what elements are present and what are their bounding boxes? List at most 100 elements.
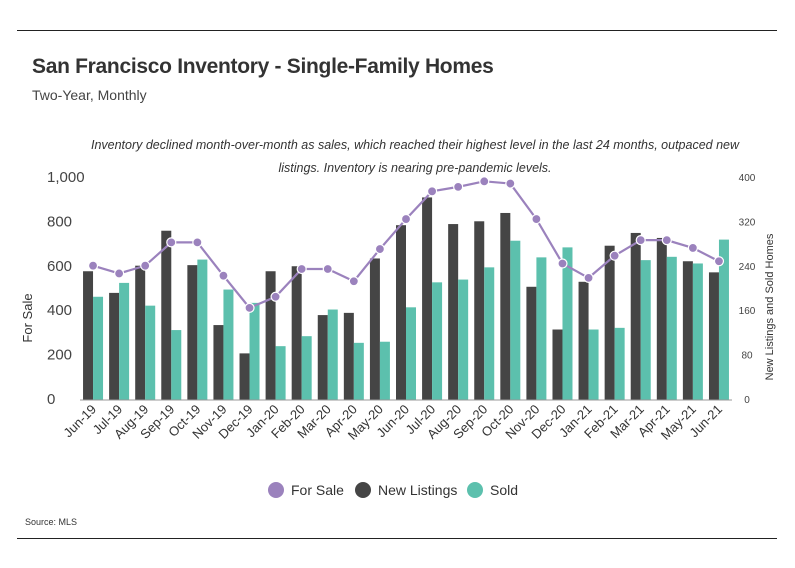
y-tick-label: 800 [47, 213, 72, 230]
new-listings-bar [83, 271, 94, 400]
sold-bar [93, 296, 104, 400]
chart-annotation: Inventory declined month-over-month as s… [90, 138, 740, 175]
legend-marker [355, 482, 371, 498]
for-sale-point [661, 235, 672, 246]
new-listings-bar [369, 258, 380, 400]
new-listings-bar [239, 353, 250, 400]
new-listings-bar [291, 266, 302, 400]
y-tick-label: 600 [47, 258, 72, 275]
for-sale-point [218, 270, 229, 281]
y2-axis-label: New Listings and Sold Homes [764, 233, 776, 380]
sold-bar [249, 302, 260, 400]
sold-bar [692, 263, 703, 400]
sold-bar [197, 259, 208, 400]
new-listings-bar [187, 265, 198, 400]
for-sale-point [296, 263, 307, 275]
sold-bar [458, 279, 469, 400]
y-tick-label: 1,000 [47, 169, 85, 186]
for-sale-point [140, 260, 151, 271]
sold-bar [666, 256, 677, 400]
y2-tick-label: 240 [739, 262, 756, 273]
for-sale-point [348, 276, 359, 287]
y2-tick-label: 80 [741, 351, 753, 362]
for-sale-point [322, 263, 333, 275]
legend: For Sale New Listings Sold [268, 482, 518, 498]
for-sale-line-path [92, 180, 720, 310]
new-listings-bar [422, 197, 433, 400]
for-sale-point [166, 237, 177, 248]
sold-bar [327, 309, 338, 400]
sold-bar [614, 327, 625, 400]
for-sale-point [192, 237, 203, 248]
for-sale-point [453, 181, 464, 192]
chart-subtitle: Two-Year, Monthly [32, 87, 147, 103]
bottom-rule [17, 538, 777, 539]
sold-bar [484, 267, 495, 400]
new-listings-bar [500, 212, 511, 400]
sold-bar [718, 239, 729, 400]
sold-bar [536, 257, 547, 400]
new-listings-bar [604, 245, 615, 400]
source-note: Source: MLS [25, 517, 78, 527]
for-sale-point [505, 178, 516, 189]
new-listings-bar [552, 329, 563, 400]
sold-bar [588, 329, 599, 400]
new-listings-bar [396, 225, 406, 400]
legend-label: For Sale [291, 482, 344, 498]
sold-bar [510, 240, 521, 400]
for-sale-point [400, 213, 412, 225]
sold-bar [379, 341, 390, 400]
y-tick-label: 400 [47, 302, 72, 319]
legend-marker [467, 482, 483, 498]
sold-bar [275, 346, 286, 400]
y2-tick-label: 320 [739, 217, 756, 228]
sold-bar [119, 282, 130, 400]
for-sale-point [609, 250, 620, 261]
new-listings-bar [109, 292, 120, 400]
new-listings-bar [578, 281, 589, 400]
for-sale-point [687, 242, 698, 254]
new-listings-bar [161, 230, 172, 400]
new-listings-bar [448, 224, 459, 400]
for-sale-point [713, 256, 725, 267]
for-sale-point [114, 268, 125, 279]
for-sale-point [87, 260, 99, 271]
new-listings-bar [317, 315, 328, 400]
for-sale-point [479, 176, 490, 187]
new-listings-bar [656, 237, 667, 400]
for-sale-point [635, 235, 646, 246]
sold-bar [171, 330, 182, 400]
sold-bar [432, 282, 443, 400]
for-sale-point [531, 213, 542, 225]
for-sale-point [557, 258, 568, 269]
sold-bar [406, 307, 416, 400]
for-sale-point [270, 291, 281, 302]
sold-bar [301, 336, 312, 400]
legend-marker [268, 482, 284, 498]
sold-bar [223, 289, 234, 400]
for-sale-line [87, 176, 725, 313]
new-listings-bar [135, 265, 146, 400]
new-listings-bar [682, 261, 693, 400]
x-tick-label: Jun-19 [60, 402, 99, 441]
new-listings-bar [213, 325, 224, 400]
y2-tick-label: 160 [739, 306, 756, 317]
sold-bar [562, 247, 573, 400]
new-listings-bar [474, 221, 485, 400]
y-tick-label: 200 [47, 347, 72, 364]
bars [83, 197, 729, 400]
for-sale-point [583, 272, 594, 283]
new-listings-bar [526, 286, 537, 400]
y2-tick-label: 0 [744, 395, 750, 406]
chart-title: San Francisco Inventory - Single-Family … [32, 55, 494, 78]
new-listings-bar [630, 232, 641, 400]
top-rule [17, 30, 777, 31]
y-tick-label: 0 [47, 391, 55, 408]
legend-label: Sold [490, 482, 518, 498]
y-axis-label: For Sale [20, 293, 35, 342]
y2-tick-label: 400 [739, 173, 756, 184]
new-listings-bar [708, 272, 719, 400]
new-listings-bar [265, 271, 276, 400]
for-sale-point [374, 243, 386, 255]
